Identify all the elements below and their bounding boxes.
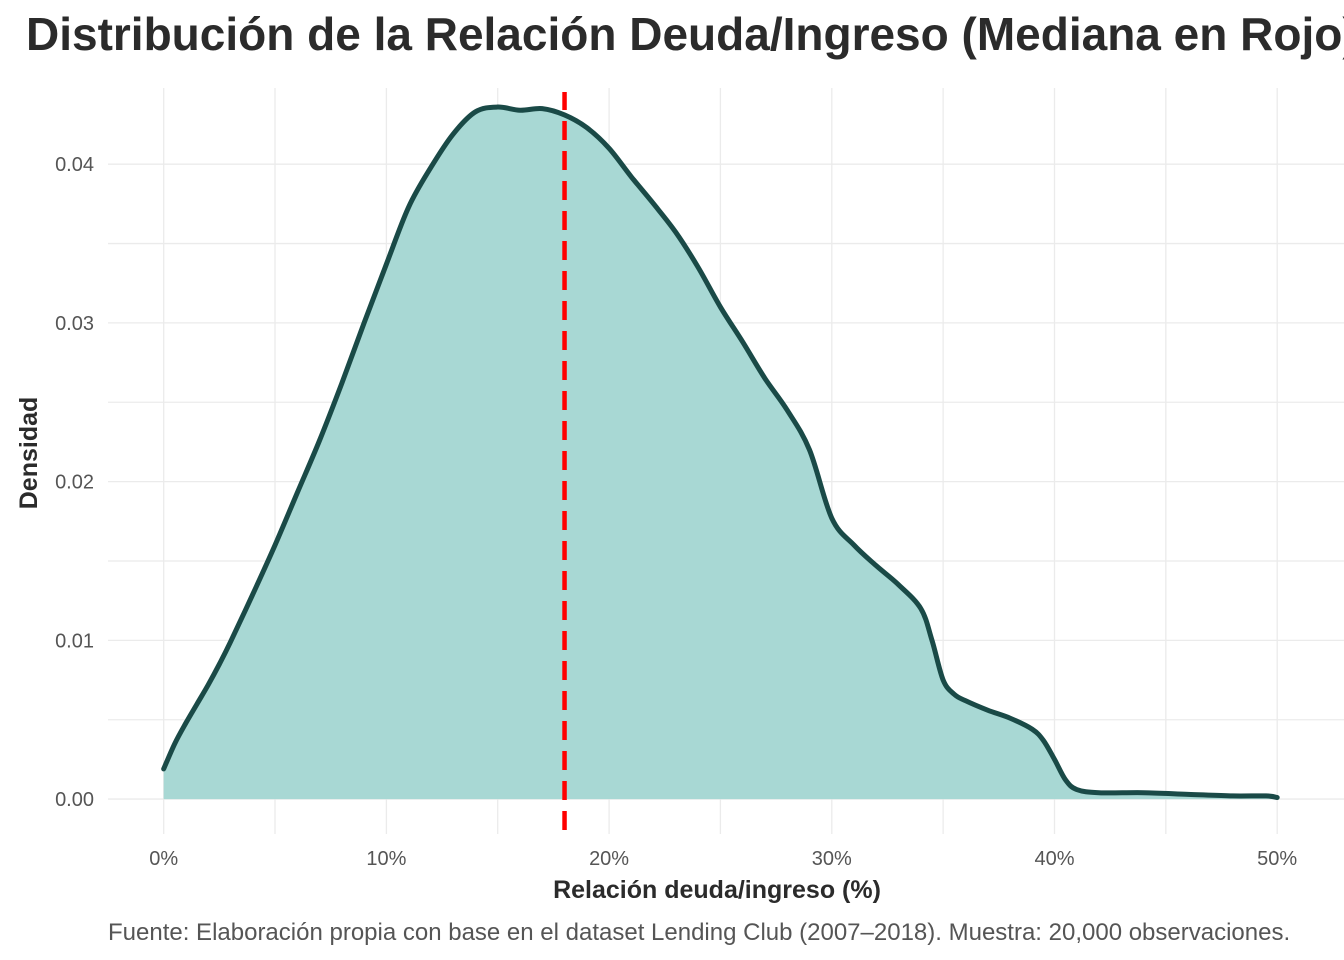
axis-ticks: 0% 10% 20% 30% 40% 50% 0.00 0.01 0.02 0.03 0.04 [55,154,1297,870]
chart-caption: Fuente: Elaboración propia con base en e… [108,919,1290,946]
x-axis-title: Relación deuda/ingreso (%) [553,876,881,904]
y-axis-title: Densidad [15,397,43,510]
x-tick-label: 40% [1034,848,1074,870]
x-tick-label: 0% [149,848,178,870]
y-tick-label: 0.00 [55,789,94,811]
x-tick-label: 30% [812,848,852,870]
y-tick-label: 0.01 [55,630,94,652]
y-tick-label: 0.03 [55,313,94,335]
y-tick-label: 0.04 [55,154,94,176]
x-tick-label: 10% [366,848,406,870]
y-tick-label: 0.02 [55,472,94,494]
x-tick-label: 50% [1257,848,1297,870]
x-tick-label: 20% [589,848,629,870]
chart-title: Distribución de la Relación Deuda/Ingres… [26,8,1344,60]
density-line [161,104,1280,800]
density-area [163,107,1278,800]
